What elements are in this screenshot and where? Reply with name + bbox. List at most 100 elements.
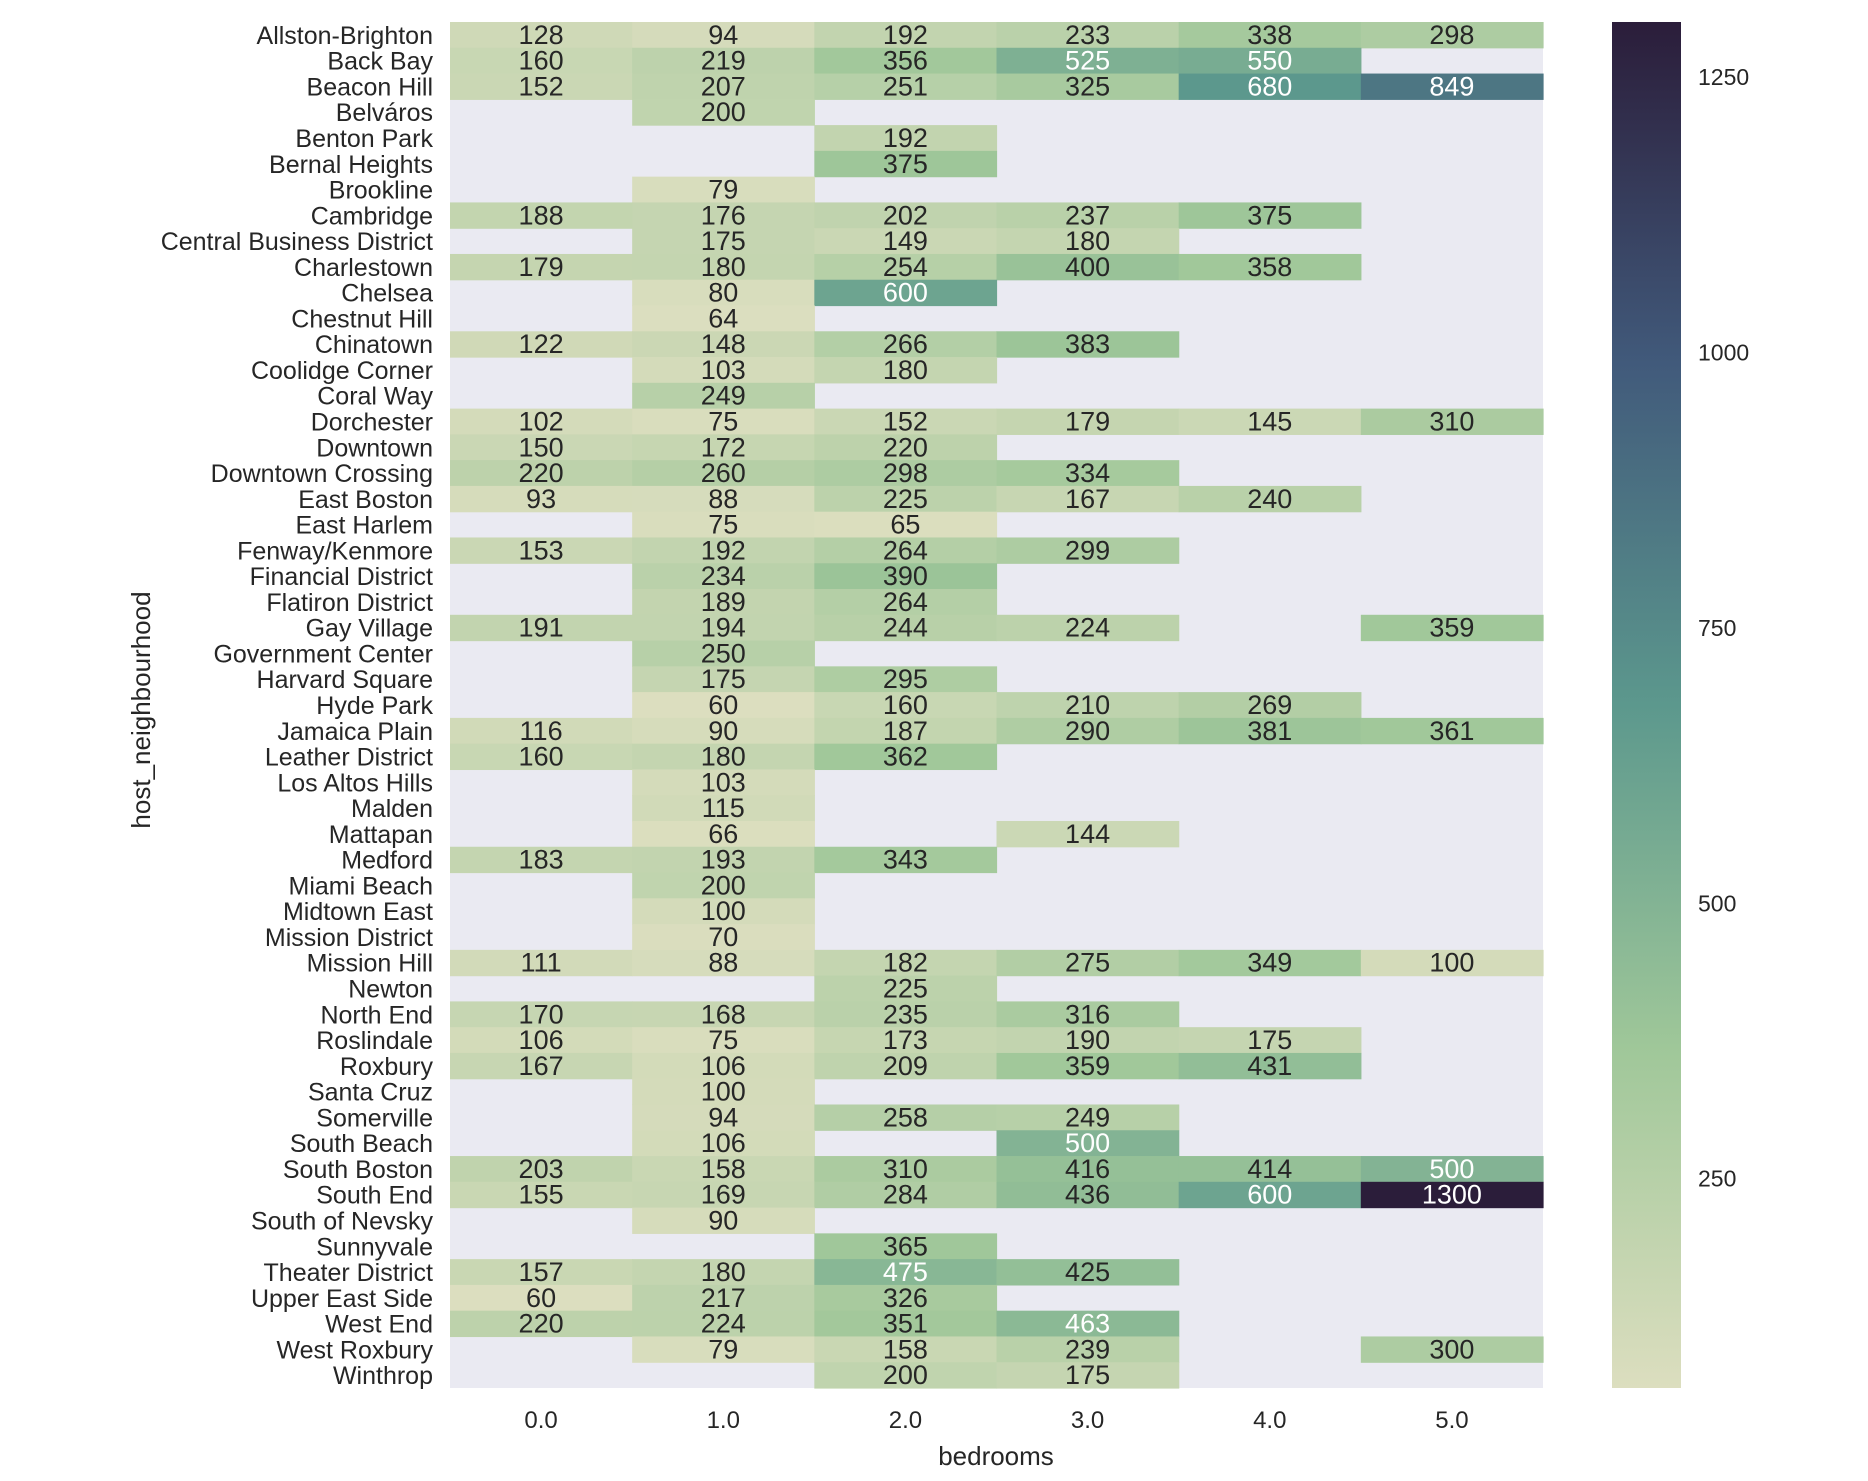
heatmap-cell xyxy=(450,1027,633,1054)
colorbar-gradient xyxy=(1612,22,1681,1388)
heatmap-cell xyxy=(814,1310,998,1338)
y-tick-label: Flatiron District xyxy=(266,589,433,617)
heatmap-cell xyxy=(632,176,815,204)
cell-value-label: 102 xyxy=(519,406,564,436)
cell-value-label: 431 xyxy=(1247,1051,1292,1081)
x-tick-label: 5.0 xyxy=(1435,1407,1468,1434)
cell-value-label: 175 xyxy=(701,226,746,256)
y-tick-label: Mission District xyxy=(265,924,433,952)
y-tick-label: South Beach xyxy=(290,1130,433,1158)
y-tick-label: Newton xyxy=(348,976,433,1004)
y-tick-label: Chestnut Hill xyxy=(291,305,433,333)
cell-value-label: 210 xyxy=(1065,690,1110,720)
cell-value-label: 249 xyxy=(1065,1102,1110,1132)
cell-value-label: 220 xyxy=(519,1309,564,1339)
heatmap-cell xyxy=(814,1001,998,1028)
y-tick-label: Coolidge Corner xyxy=(251,357,433,385)
y-tick-label: Benton Park xyxy=(295,125,433,153)
cell-value-label: 224 xyxy=(701,1309,746,1339)
cell-value-label: 188 xyxy=(519,200,564,230)
cell-value-label: 326 xyxy=(883,1283,928,1313)
cell-value-label: 244 xyxy=(883,613,928,643)
cell-value-label: 106 xyxy=(701,1051,746,1081)
y-tick-label: Gay Village xyxy=(306,615,433,643)
cell-value-label: 225 xyxy=(883,974,928,1004)
heatmap-cell xyxy=(996,537,1180,564)
heatmap-cell xyxy=(450,331,633,358)
cell-value-label: 338 xyxy=(1247,20,1292,50)
colorbar-tick-label: 750 xyxy=(1698,615,1736,641)
heatmap-cell xyxy=(632,820,815,848)
cell-value-label: 190 xyxy=(1065,1025,1110,1055)
cell-value-label: 525 xyxy=(1065,46,1110,76)
heatmap-cell xyxy=(1360,614,1544,642)
heatmap-cell xyxy=(996,1259,1180,1286)
cell-value-label: 264 xyxy=(883,535,928,565)
cell-value-label: 414 xyxy=(1247,1154,1292,1184)
cell-value-label: 249 xyxy=(701,381,746,411)
cell-value-label: 200 xyxy=(701,870,746,900)
heatmap-cell xyxy=(814,949,998,977)
cell-value-label: 349 xyxy=(1247,948,1292,978)
y-tick-label: Dorchester xyxy=(311,408,433,436)
x-tick-labels: 0.0 1.0 2.0 3.0 4.0 5.0 xyxy=(524,1407,1468,1434)
heatmap-cell xyxy=(450,1181,633,1209)
cell-value-label: 266 xyxy=(883,329,928,359)
heatmap-cells xyxy=(450,22,1544,1389)
cell-value-label: 436 xyxy=(1065,1180,1110,1210)
cell-value-label: 381 xyxy=(1247,716,1292,746)
cell-value-label: 362 xyxy=(883,742,928,772)
y-tick-label: Roslindale xyxy=(316,1027,433,1055)
heatmap-cell xyxy=(996,73,1180,100)
cell-value-label: 60 xyxy=(526,1283,556,1313)
cell-value-label: 290 xyxy=(1065,716,1110,746)
cell-value-label: 233 xyxy=(1065,20,1110,50)
y-tick-label: Jamaica Plain xyxy=(277,718,433,746)
cell-value-label: 207 xyxy=(701,71,746,101)
heatmap-cell xyxy=(632,1310,815,1338)
cell-value-label: 100 xyxy=(701,1077,746,1107)
cell-value-label: 192 xyxy=(883,20,928,50)
cell-value-label: 202 xyxy=(883,200,928,230)
y-tick-label: Beacon Hill xyxy=(307,73,433,101)
heatmap-cell xyxy=(1360,408,1544,435)
heatmap-cell xyxy=(632,305,815,332)
cell-value-label: 79 xyxy=(708,1334,738,1364)
cell-value-label: 175 xyxy=(1065,1360,1110,1390)
heatmap-cell xyxy=(450,537,633,564)
heatmap-cell xyxy=(450,846,633,874)
heatmap-cell xyxy=(632,1284,815,1312)
heatmap-cell xyxy=(632,253,815,281)
heatmap-cell xyxy=(632,1130,815,1157)
y-tick-label: Coral Way xyxy=(317,383,433,411)
cell-value-label: 180 xyxy=(701,742,746,772)
colorbar-tick-label: 1000 xyxy=(1698,339,1749,365)
heatmap-cell xyxy=(1178,1027,1362,1054)
cell-value-label: 258 xyxy=(883,1102,928,1132)
heatmap-cell xyxy=(1178,408,1362,435)
heatmap-cell xyxy=(450,717,633,745)
cell-value-label: 128 xyxy=(519,20,564,50)
heatmap-cell xyxy=(632,769,815,796)
heatmap-cell xyxy=(632,99,815,126)
y-tick-label: Charlestown xyxy=(294,254,433,282)
heatmap-cell xyxy=(632,1156,815,1183)
cell-value-label: 180 xyxy=(1065,226,1110,256)
heatmap-cell xyxy=(632,1207,815,1234)
heatmap-cell xyxy=(814,1027,998,1054)
heatmap-cell xyxy=(450,1052,633,1080)
heatmap-cell xyxy=(814,589,998,616)
cell-value-label: 144 xyxy=(1065,819,1110,849)
heatmap-cell xyxy=(450,614,633,642)
heatmap-cell xyxy=(1360,22,1544,49)
cell-value-label: 356 xyxy=(883,46,928,76)
cell-value-label: 167 xyxy=(519,1051,564,1081)
cell-value-label: 1300 xyxy=(1422,1180,1482,1210)
heatmap-cell xyxy=(632,1104,815,1131)
y-tick-label: Upper East Side xyxy=(251,1285,433,1313)
cell-value-label: 269 xyxy=(1247,690,1292,720)
heatmap-cell xyxy=(996,1104,1180,1131)
heatmap-cell xyxy=(632,924,815,951)
heatmap-cell xyxy=(996,228,1180,255)
y-tick-label: Chelsea xyxy=(341,280,433,308)
